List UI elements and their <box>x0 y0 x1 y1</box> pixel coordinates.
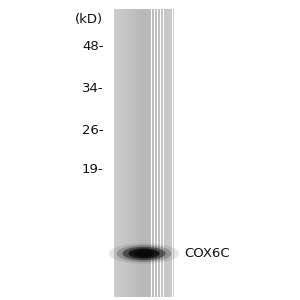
Bar <box>141 9 142 297</box>
Bar <box>118 9 119 297</box>
Bar <box>159 9 160 297</box>
Bar <box>173 9 174 297</box>
Bar <box>126 9 127 297</box>
Bar <box>144 9 145 297</box>
Bar <box>162 9 163 297</box>
Bar <box>119 9 120 297</box>
Bar <box>148 9 149 297</box>
Ellipse shape <box>117 245 171 262</box>
Text: 26-: 26- <box>82 124 104 137</box>
Bar <box>128 9 129 297</box>
Bar <box>132 9 133 297</box>
Bar <box>124 9 125 297</box>
Ellipse shape <box>109 243 179 264</box>
Bar <box>150 9 151 297</box>
Bar <box>118 9 119 297</box>
Bar <box>137 9 138 297</box>
Bar <box>142 9 143 297</box>
Bar <box>169 9 170 297</box>
Bar <box>143 9 144 297</box>
Bar <box>172 9 173 297</box>
Bar <box>161 9 162 297</box>
Bar <box>139 9 140 297</box>
Text: (kD): (kD) <box>75 13 103 26</box>
Text: 34-: 34- <box>82 82 104 95</box>
Bar <box>123 9 124 297</box>
Bar <box>135 9 136 297</box>
Bar <box>115 9 116 297</box>
Bar <box>166 9 167 297</box>
Text: COX6C: COX6C <box>184 247 230 260</box>
Bar <box>116 9 117 297</box>
Bar <box>169 9 170 297</box>
Bar <box>167 9 168 297</box>
Bar <box>160 9 161 297</box>
Bar <box>151 9 152 297</box>
Bar <box>145 9 146 297</box>
Bar <box>122 9 123 297</box>
Bar <box>125 9 126 297</box>
Bar <box>152 9 153 297</box>
Ellipse shape <box>128 248 160 259</box>
Bar <box>130 9 131 297</box>
Bar <box>156 9 157 297</box>
Bar <box>168 9 169 297</box>
Text: 19-: 19- <box>82 163 104 176</box>
Bar <box>134 9 135 297</box>
Bar <box>121 9 122 297</box>
Ellipse shape <box>134 250 154 257</box>
Bar <box>129 9 130 297</box>
Bar <box>133 9 134 297</box>
Bar <box>140 9 141 297</box>
Bar <box>153 9 154 297</box>
Bar <box>157 9 158 297</box>
Text: 48-: 48- <box>82 40 104 53</box>
Bar <box>147 9 148 297</box>
Bar <box>117 9 118 297</box>
Bar <box>163 9 164 297</box>
Bar <box>136 9 137 297</box>
Bar <box>165 9 166 297</box>
Bar <box>149 9 150 297</box>
Ellipse shape <box>123 247 166 260</box>
Bar <box>158 9 159 297</box>
Bar <box>155 9 156 297</box>
Bar <box>120 9 121 297</box>
Bar <box>146 9 147 297</box>
Bar <box>170 9 171 297</box>
Bar <box>114 9 115 297</box>
Bar <box>154 9 155 297</box>
Bar <box>164 9 165 297</box>
Bar <box>171 9 172 297</box>
Bar <box>138 9 139 297</box>
Bar <box>131 9 132 297</box>
